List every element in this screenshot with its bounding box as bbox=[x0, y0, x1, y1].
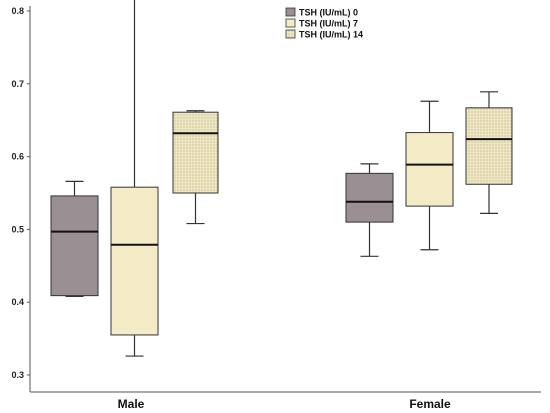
legend-swatch bbox=[285, 7, 296, 17]
y-tick-label: 0.5 bbox=[11, 224, 24, 234]
iqr-box bbox=[110, 186, 159, 336]
box-male-series-1 bbox=[110, 0, 159, 357]
box-female-series-0 bbox=[345, 163, 394, 257]
legend-swatch bbox=[285, 29, 296, 39]
y-tick-label: 0.4 bbox=[11, 297, 24, 307]
box-male-series-2 bbox=[172, 110, 219, 225]
y-tick-label: 0.8 bbox=[11, 6, 24, 16]
box-female-series-1 bbox=[405, 100, 454, 251]
y-axis-ticks: 0.30.40.50.60.70.80.9 bbox=[11, 6, 30, 380]
boxes bbox=[50, 0, 513, 357]
iqr-box bbox=[465, 107, 513, 185]
y-tick-label: 0.7 bbox=[11, 79, 24, 89]
y-tick-label: 0.6 bbox=[11, 152, 24, 162]
category-label-female: Female bbox=[409, 397, 451, 411]
iqr-box bbox=[50, 195, 99, 297]
iqr-box bbox=[345, 172, 394, 223]
box-female-series-2 bbox=[465, 91, 513, 214]
x-axis-categories: Male Female bbox=[118, 397, 451, 411]
iqr-box bbox=[172, 111, 219, 194]
y-tick-label: 0.3 bbox=[11, 370, 24, 380]
legend-label: TSH (IU/mL) 14 bbox=[299, 30, 363, 40]
category-label-male: Male bbox=[118, 397, 145, 411]
box-male-series-0 bbox=[50, 180, 99, 297]
axes bbox=[29, 6, 541, 393]
iqr-box bbox=[405, 132, 454, 207]
legend-swatch bbox=[285, 18, 296, 28]
legend-label: TSH (IU/mL) 0 bbox=[299, 8, 358, 18]
legend-label: TSH (IU/mL) 7 bbox=[299, 19, 358, 29]
